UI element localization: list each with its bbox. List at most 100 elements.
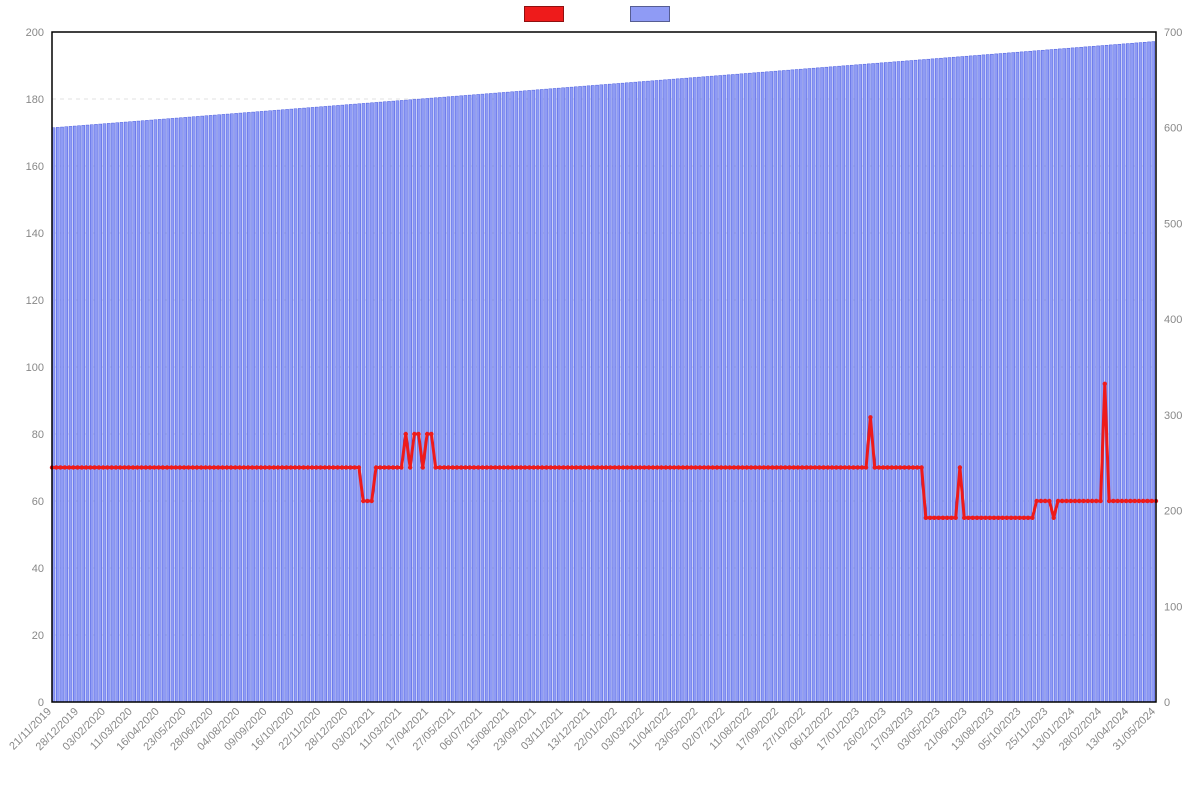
line-marker (570, 465, 574, 469)
line-marker (114, 465, 118, 469)
bar (1131, 43, 1134, 702)
line-marker (510, 465, 514, 469)
bar (706, 76, 709, 702)
line-marker (617, 465, 621, 469)
line-marker (489, 465, 493, 469)
line-marker (216, 465, 220, 469)
y-left-tick-label: 200 (26, 27, 44, 39)
bar (646, 81, 649, 702)
line-marker (514, 465, 518, 469)
line-marker (847, 465, 851, 469)
line-marker (1128, 499, 1132, 503)
line-marker (868, 415, 872, 419)
line-marker (651, 465, 655, 469)
bar (438, 97, 441, 702)
bar (167, 119, 170, 702)
line-marker (826, 465, 830, 469)
line-marker (1137, 499, 1141, 503)
line-marker (855, 465, 859, 469)
bar (141, 121, 144, 702)
line-marker (1150, 499, 1154, 503)
line-marker (212, 465, 216, 469)
bar (596, 85, 599, 702)
line-marker (335, 465, 339, 469)
line-marker (1060, 499, 1064, 503)
line-marker (830, 465, 834, 469)
bar (235, 113, 238, 702)
line-marker (813, 465, 817, 469)
bar (294, 109, 297, 702)
line-marker (902, 465, 906, 469)
bar (370, 103, 373, 702)
line-marker (165, 465, 169, 469)
bar (434, 98, 437, 702)
bar (740, 74, 743, 702)
line-marker (395, 465, 399, 469)
bar (1084, 47, 1087, 702)
bar (375, 102, 378, 702)
line-marker (873, 465, 877, 469)
line-marker (1073, 499, 1077, 503)
line-marker (148, 465, 152, 469)
bar (188, 117, 191, 702)
bar (748, 73, 751, 702)
bar (1050, 50, 1053, 702)
line-marker (382, 465, 386, 469)
line-marker (75, 465, 79, 469)
y-right-tick-label: 300 (1164, 410, 1182, 422)
bar (1118, 44, 1121, 702)
bar (757, 73, 760, 703)
line-marker (979, 516, 983, 520)
bar (1046, 50, 1049, 702)
line-marker (1069, 499, 1073, 503)
line-marker (864, 465, 868, 469)
bar (825, 67, 828, 702)
bar (978, 55, 981, 702)
bar (536, 90, 539, 702)
bar (897, 62, 900, 702)
line-marker (208, 465, 212, 469)
bar (260, 111, 263, 702)
bar (256, 112, 259, 702)
line-marker (532, 465, 536, 469)
bar (791, 70, 794, 702)
bar (944, 58, 947, 702)
y-left-tick-label: 100 (26, 362, 44, 374)
line-marker (1111, 499, 1115, 503)
bar (120, 122, 123, 702)
line-marker (1030, 516, 1034, 520)
bar (562, 88, 565, 702)
bar (629, 82, 632, 702)
line-marker (1022, 516, 1026, 520)
line-marker (280, 465, 284, 469)
legend-item-line (524, 6, 570, 22)
bar (910, 61, 913, 702)
bar (727, 75, 730, 702)
bar (90, 125, 93, 702)
bar (863, 64, 866, 702)
line-marker (284, 465, 288, 469)
bar (1058, 49, 1061, 702)
bar (952, 57, 955, 702)
bar (600, 85, 603, 702)
bar (922, 60, 925, 702)
bar (332, 106, 335, 702)
line-marker (169, 465, 173, 469)
line-marker (1052, 516, 1056, 520)
bar (528, 90, 531, 702)
line-marker (672, 465, 676, 469)
y-left-tick-label: 60 (32, 496, 44, 508)
bar (175, 118, 178, 702)
line-marker (352, 465, 356, 469)
bar (986, 55, 989, 702)
bar (973, 56, 976, 702)
bar (94, 124, 97, 702)
bar (1067, 48, 1070, 702)
line-marker (557, 465, 561, 469)
bar (689, 78, 692, 702)
bar (799, 69, 802, 702)
line-marker (740, 465, 744, 469)
line-marker (983, 516, 987, 520)
bar (336, 105, 339, 702)
bar (545, 89, 548, 702)
